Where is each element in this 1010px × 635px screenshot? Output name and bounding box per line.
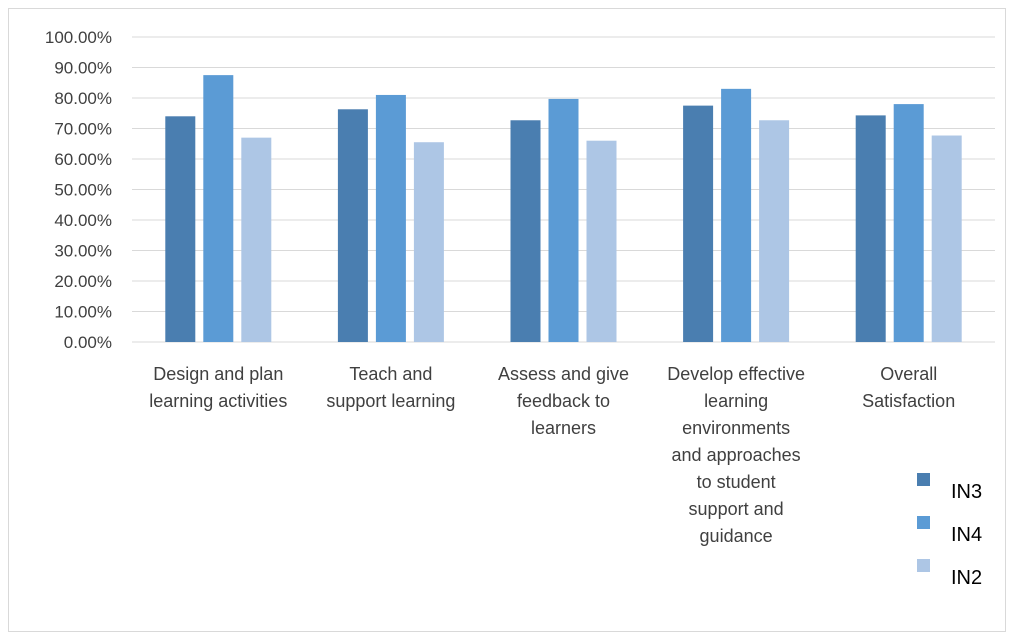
bar-in3 (165, 116, 196, 342)
y-tick-label: 30.00% (54, 242, 112, 261)
y-tick-label: 80.00% (54, 89, 112, 108)
bar-in2 (931, 135, 962, 342)
legend-swatch-in2 (917, 559, 930, 572)
bar-in4 (203, 75, 234, 342)
bar-in2 (759, 120, 790, 342)
bar-in2 (241, 137, 272, 342)
gridlines (132, 36, 995, 343)
y-tick-label: 0.00% (64, 333, 112, 352)
x-category-label: Design and plan learning activities (149, 364, 287, 411)
bar-in4 (893, 104, 924, 342)
x-category-label: Develop effective learning environments and… (667, 364, 805, 546)
y-axis-tick-labels: 0.00% 10.00% 20.00% 30.00% 40.00% 50.00% 60.00… (45, 28, 112, 352)
bar-in3 (683, 105, 714, 342)
legend: IN3 IN4 IN2 (917, 473, 982, 589)
x-category-label: Overall Satisfaction (862, 364, 955, 411)
legend-label-in3: IN3 (951, 481, 982, 503)
x-category-label: Teach and support learning (326, 364, 455, 411)
x-category-label: Assess and give feedback to learners (498, 364, 629, 438)
bar-in4 (721, 88, 752, 342)
y-tick-label: 70.00% (54, 120, 112, 139)
y-tick-label: 10.00% (54, 303, 112, 322)
bar-in3 (510, 120, 541, 342)
legend-label-in4: IN4 (951, 524, 982, 546)
bar-in3 (855, 115, 886, 342)
y-tick-label: 20.00% (54, 272, 112, 291)
bar-in4 (375, 94, 406, 342)
y-tick-label: 90.00% (54, 59, 112, 78)
y-tick-label: 40.00% (54, 211, 112, 230)
legend-swatch-in3 (917, 473, 930, 486)
bars (165, 75, 962, 342)
y-tick-label: 100.00% (45, 28, 112, 47)
bar-in3 (337, 109, 368, 342)
y-tick-label: 50.00% (54, 181, 112, 200)
bar-in2 (586, 140, 617, 342)
bar-in4 (548, 98, 579, 342)
bar-in2 (413, 142, 444, 342)
legend-swatch-in4 (917, 516, 930, 529)
x-axis-category-labels: Design and plan learning activities Teach … (149, 364, 955, 546)
y-tick-label: 60.00% (54, 150, 112, 169)
legend-label-in2: IN2 (951, 567, 982, 589)
